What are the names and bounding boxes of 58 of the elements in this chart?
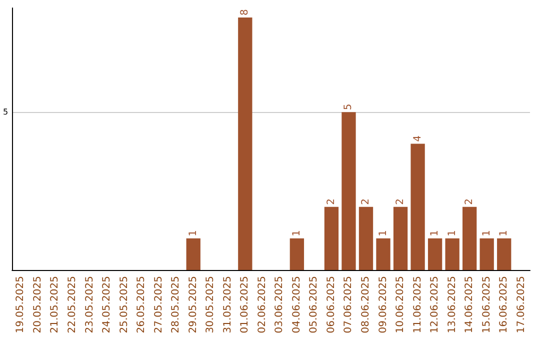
x-tick-label: 01.06.2025 — [240, 276, 251, 334]
data-label: 1 — [291, 230, 302, 236]
data-label: 2 — [360, 198, 372, 205]
x-tick-label: 20.05.2025 — [32, 276, 44, 334]
data-label: 2 — [326, 198, 337, 205]
data-label: 1 — [188, 230, 199, 236]
x-tick-label: 05.06.2025 — [308, 276, 320, 334]
bar — [342, 112, 356, 270]
x-tick-label: 09.06.2025 — [378, 276, 389, 334]
x-tick-label: 11.06.2025 — [412, 276, 424, 334]
data-label: 2 — [395, 198, 406, 205]
x-tick-label: 22.05.2025 — [67, 276, 78, 334]
data-label: 2 — [464, 198, 476, 205]
bar — [497, 238, 512, 270]
bar — [238, 17, 252, 270]
x-tick-label: 12.06.2025 — [430, 276, 441, 334]
x-tick-label: 13.06.2025 — [446, 276, 458, 334]
bar — [410, 144, 425, 270]
bar — [480, 238, 494, 270]
data-label: 1 — [446, 230, 458, 236]
bar — [393, 206, 408, 270]
x-tick-label: 30.05.2025 — [205, 276, 216, 334]
x-tick-label: 21.05.2025 — [50, 276, 61, 334]
x-tick-label: 26.05.2025 — [136, 276, 148, 334]
data-label: 5 — [343, 104, 354, 110]
x-tick-label: 10.06.2025 — [395, 276, 406, 334]
x-tick-label: 31.05.2025 — [222, 276, 234, 334]
x-tick-label: 02.06.2025 — [256, 276, 268, 334]
x-tick-label: 16.06.2025 — [498, 276, 510, 334]
data-label: 1 — [430, 230, 441, 236]
x-tick-label: 03.06.2025 — [274, 276, 286, 334]
x-tick-label: 19.05.2025 — [15, 276, 26, 334]
x-tick-label: 06.06.2025 — [326, 276, 337, 334]
data-label: 1 — [498, 230, 510, 236]
x-tick-label: 07.06.2025 — [343, 276, 354, 334]
data-label: 1 — [378, 230, 389, 236]
x-tick-label: 15.06.2025 — [481, 276, 492, 334]
bar — [428, 238, 442, 270]
x-tick-label: 28.05.2025 — [170, 276, 182, 334]
bar — [186, 238, 200, 270]
x-tick-label: 08.06.2025 — [360, 276, 372, 334]
bar — [324, 206, 339, 270]
x-tick-label: 29.05.2025 — [188, 276, 199, 334]
bar — [358, 206, 374, 270]
bar — [462, 206, 477, 270]
data-label: 4 — [412, 135, 424, 142]
x-tick-label: 17.06.2025 — [516, 276, 527, 334]
x-tick-label: 23.05.2025 — [84, 276, 96, 334]
x-tick-label: 27.05.2025 — [153, 276, 164, 334]
bar — [445, 238, 460, 270]
data-label: 1 — [481, 230, 492, 236]
data-label: 8 — [240, 9, 251, 16]
bar — [290, 238, 304, 270]
x-tick-label: 24.05.2025 — [102, 276, 113, 334]
x-tick-label: 25.05.2025 — [118, 276, 130, 334]
x-tick-label: 14.06.2025 — [464, 276, 476, 334]
x-tick-label: 04.06.2025 — [291, 276, 302, 334]
bar — [376, 238, 390, 270]
